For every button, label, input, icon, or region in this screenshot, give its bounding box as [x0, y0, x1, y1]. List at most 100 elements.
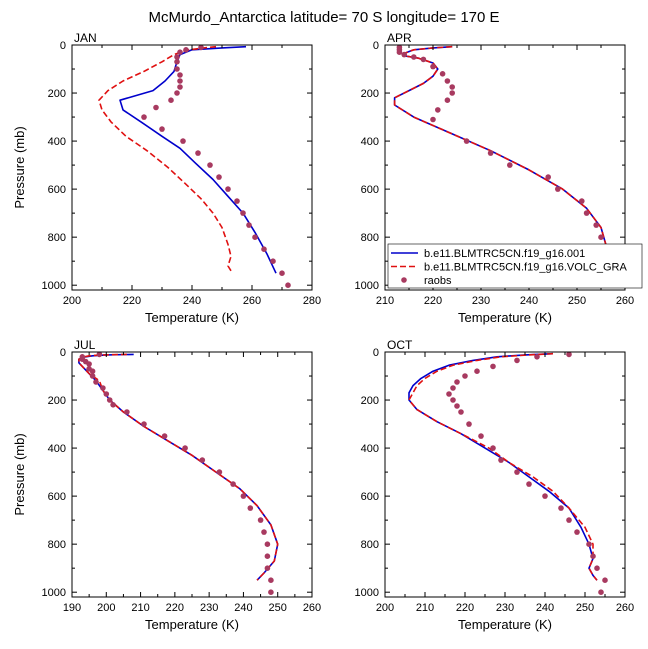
x-tick-label: 260 — [616, 602, 634, 614]
raobs-point — [89, 373, 96, 379]
raobs-point — [450, 397, 456, 403]
raobs-point — [458, 409, 464, 415]
y-tick-label: 0 — [373, 347, 379, 359]
raobs-point — [180, 138, 186, 144]
legend: b.e11.BLMTRC5CN.f19_g16.001 b.e11.BLMTRC5… — [387, 243, 643, 289]
y-tick-label: 400 — [361, 136, 379, 148]
plot-area — [78, 352, 279, 595]
raobs-point — [534, 354, 540, 360]
y-tick-label: 200 — [48, 395, 66, 407]
raobs-point — [225, 186, 231, 192]
raobs-point — [285, 282, 291, 289]
y-tick-label: 200 — [361, 88, 379, 100]
y-tick-label: 400 — [48, 136, 66, 148]
raobs-point — [234, 198, 240, 204]
y-axis-label: Pressure (mb) — [12, 126, 27, 208]
y-tick-label: 400 — [361, 443, 379, 455]
raobs-point — [462, 373, 468, 379]
raobs-point — [430, 63, 436, 70]
raobs-point — [444, 97, 451, 103]
raobs-point — [396, 49, 403, 55]
raobs-point — [566, 352, 572, 358]
raobs-point — [100, 385, 106, 391]
y-tick-label: 600 — [48, 491, 66, 503]
raobs-point — [514, 357, 520, 364]
raobs-point — [198, 45, 204, 51]
x-tick-label: 210 — [376, 295, 394, 307]
raobs-point — [177, 49, 183, 55]
raobs-point — [574, 529, 580, 535]
raobs-point — [261, 529, 267, 535]
x-tick-label: 240 — [536, 602, 554, 614]
raobs-point — [449, 84, 456, 90]
x-tick-label: 210 — [416, 602, 434, 614]
plot-frame — [71, 351, 313, 598]
y-tick-label: 1000 — [42, 280, 66, 292]
raobs-point — [555, 186, 561, 192]
series-line-001 — [408, 352, 598, 581]
raobs-point — [490, 445, 496, 451]
raobs-point — [264, 565, 271, 571]
raobs-point — [593, 222, 599, 228]
panel-apr: APR 210 220 230 240 250 260 0 200 400 600 800 1000 Te… — [355, 31, 643, 325]
raobs-point — [89, 368, 96, 375]
raobs-point — [268, 589, 274, 595]
y-tick-label: 200 — [361, 395, 379, 407]
y-tick-label: 600 — [48, 184, 66, 196]
raobs-point — [526, 481, 532, 487]
raobs-point — [474, 368, 480, 375]
raobs-point — [174, 90, 180, 96]
y-tick-label: 800 — [48, 539, 66, 551]
raobs-point — [542, 493, 548, 499]
raobs-point — [498, 457, 504, 463]
raobs-point — [579, 198, 585, 204]
x-tick-label: 250 — [269, 602, 287, 614]
x-tick-label: 200 — [63, 295, 81, 307]
x-tick-label: 230 — [200, 602, 218, 614]
x-tick-label: 260 — [243, 295, 261, 307]
raobs-point — [161, 433, 168, 439]
raobs-point — [168, 97, 174, 103]
raobs-point — [420, 56, 427, 63]
raobs-point — [174, 66, 180, 72]
raobs-point — [96, 352, 103, 358]
series-line-volc — [98, 45, 232, 272]
x-tick-label: 230 — [496, 602, 514, 614]
raobs-point — [86, 361, 92, 367]
raobs-point — [466, 421, 472, 427]
raobs-point — [207, 162, 213, 168]
raobs-point — [182, 445, 188, 451]
panel-jul: JUL 190 200 210 220 230 240 250 260 0 200 400 600 800… — [12, 338, 321, 632]
series-line-volc — [78, 353, 279, 581]
raobs-point — [177, 78, 183, 84]
x-tick-label: 220 — [123, 295, 141, 307]
raobs-point — [174, 54, 180, 60]
y-axis-label: Pressure (mb) — [12, 433, 27, 515]
x-tick-label: 240 — [234, 602, 252, 614]
y-tick-label: 1000 — [355, 587, 379, 599]
y-tick-label: 600 — [361, 491, 379, 503]
raobs-point — [159, 126, 165, 132]
y-tick-label: 800 — [48, 232, 66, 244]
raobs-point — [566, 517, 572, 523]
raobs-point — [240, 493, 247, 499]
raobs-point — [490, 363, 496, 370]
raobs-point — [586, 541, 592, 547]
raobs-point — [454, 403, 460, 409]
y-tick-label: 800 — [361, 232, 379, 244]
raobs-point — [545, 174, 551, 180]
raobs-point — [141, 114, 147, 120]
series-line-001 — [78, 353, 279, 581]
x-tick-label: 240 — [520, 295, 538, 307]
raobs-point — [177, 72, 183, 78]
raobs-point — [514, 469, 520, 475]
y-tick-label: 1000 — [355, 280, 379, 292]
raobs-point — [199, 457, 206, 463]
raobs-point — [449, 90, 456, 96]
raobs-point — [439, 71, 446, 77]
raobs-point — [124, 409, 130, 415]
raobs-point — [252, 234, 258, 240]
panel-jan: JAN 200 220 240 260 280 0 200 400 600 800 1000 Tempe… — [12, 31, 321, 325]
legend-entry-label: raobs — [424, 275, 452, 287]
plot-area — [98, 45, 291, 289]
